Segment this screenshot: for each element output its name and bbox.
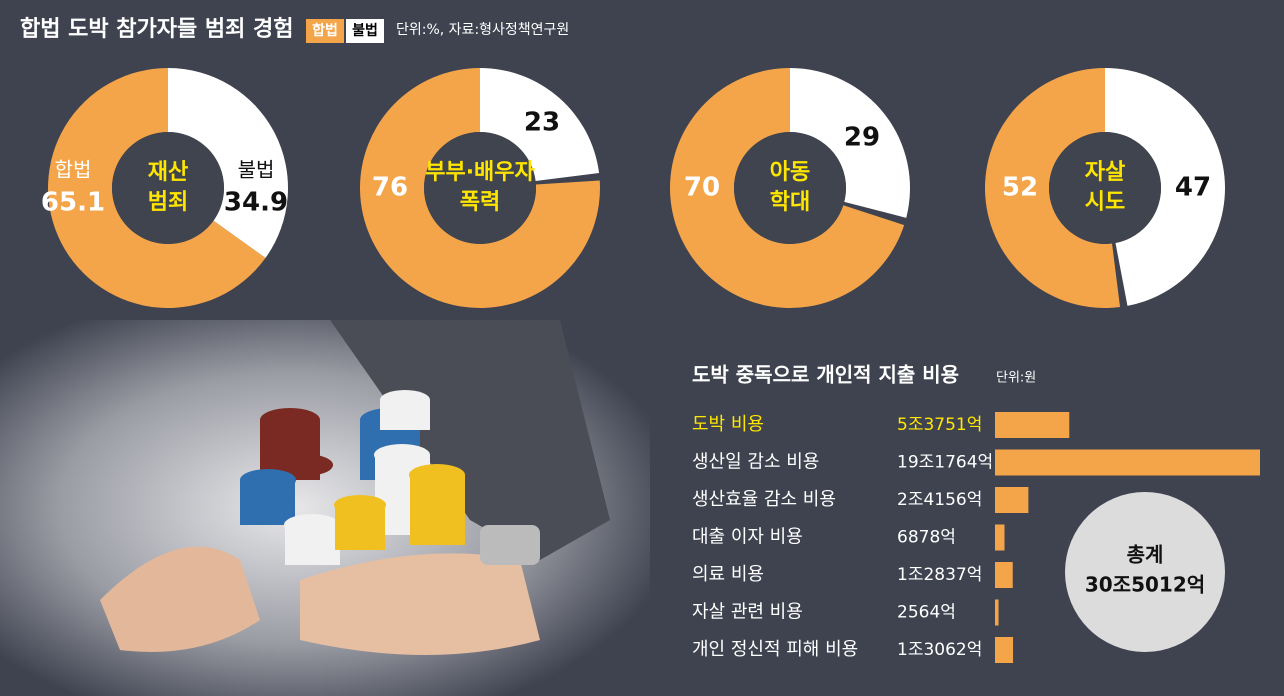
value-label: 2조4156억 (897, 490, 982, 510)
donut-hole (734, 132, 846, 244)
donut-segment (790, 68, 910, 218)
title: 합법 도박 참가자들 범죄 경험 (20, 16, 294, 42)
category-label: 도박 비용 (692, 414, 764, 435)
center-label: 자살 (1085, 160, 1125, 185)
note: 단위:%, 자료:형사정책연구원 (396, 22, 569, 38)
value-label: 1조3062억 (897, 640, 982, 660)
legend-swatch (306, 19, 344, 43)
total-title: 총계 (1127, 543, 1164, 567)
value-label: 65.1 (41, 188, 105, 218)
total-value: 30조5012억 (1085, 573, 1205, 597)
value-label: 34.9 (224, 188, 288, 218)
center-label: 폭력 (460, 190, 500, 215)
value-label: 76 (372, 173, 408, 203)
photo (0, 320, 650, 696)
donut-segment (48, 68, 266, 308)
value-label: 70 (684, 173, 720, 203)
donut-segment (1105, 68, 1226, 306)
donut-segment (168, 68, 288, 258)
bar (995, 449, 1260, 476)
donut-segment (985, 68, 1121, 308)
value-label: 19조1764억 (897, 453, 993, 473)
value-label: 2564억 (897, 603, 956, 623)
category-label: 합법 (55, 158, 92, 182)
category-label: 생산효율 감소 비용 (692, 489, 836, 510)
bar (995, 562, 1013, 588)
value-label: 1조2837억 (897, 565, 982, 585)
legend-label: 합법 (312, 22, 338, 39)
value-label: 52 (1002, 173, 1038, 203)
category-label: 대출 이자 비용 (692, 527, 803, 548)
total-badge (1065, 492, 1225, 652)
center-label: 학대 (770, 190, 810, 215)
donut-segment (360, 68, 600, 308)
center-label: 부부·배우자 (425, 160, 535, 185)
category-label: 생산일 감소 비용 (692, 452, 819, 473)
center-label: 범죄 (148, 190, 188, 215)
bar-title: 도박 중독으로 개인적 지출 비용 (692, 363, 959, 387)
value-label: 29 (844, 123, 880, 153)
donut-segment (480, 68, 600, 181)
value-label: 47 (1175, 173, 1211, 203)
center-label: 시도 (1085, 190, 1125, 215)
bar (995, 637, 1014, 663)
bar (995, 412, 1070, 438)
category-label: 불법 (238, 158, 275, 182)
legend-swatch (346, 19, 384, 43)
center-label: 재산 (148, 160, 188, 185)
bar (995, 487, 1029, 513)
category-label: 의료 비용 (692, 564, 764, 585)
donut-hole (1049, 132, 1161, 244)
legend: 합법 불법 (306, 19, 384, 43)
bar (995, 524, 1005, 551)
category-label: 개인 정신적 피해 비용 (692, 639, 858, 660)
value-label: 6878억 (897, 528, 956, 548)
bar (995, 599, 999, 626)
category-label: 자살 관련 비용 (692, 602, 803, 623)
center-label: 아동 (770, 160, 810, 185)
bar-note: 단위:원 (996, 371, 1036, 386)
donut-segment (670, 68, 905, 308)
legend-label: 불법 (352, 23, 378, 39)
value-label: 23 (524, 108, 560, 138)
donut-hole (112, 132, 224, 244)
donut-hole (424, 132, 536, 244)
value-label: 5조3751억 (897, 415, 982, 435)
